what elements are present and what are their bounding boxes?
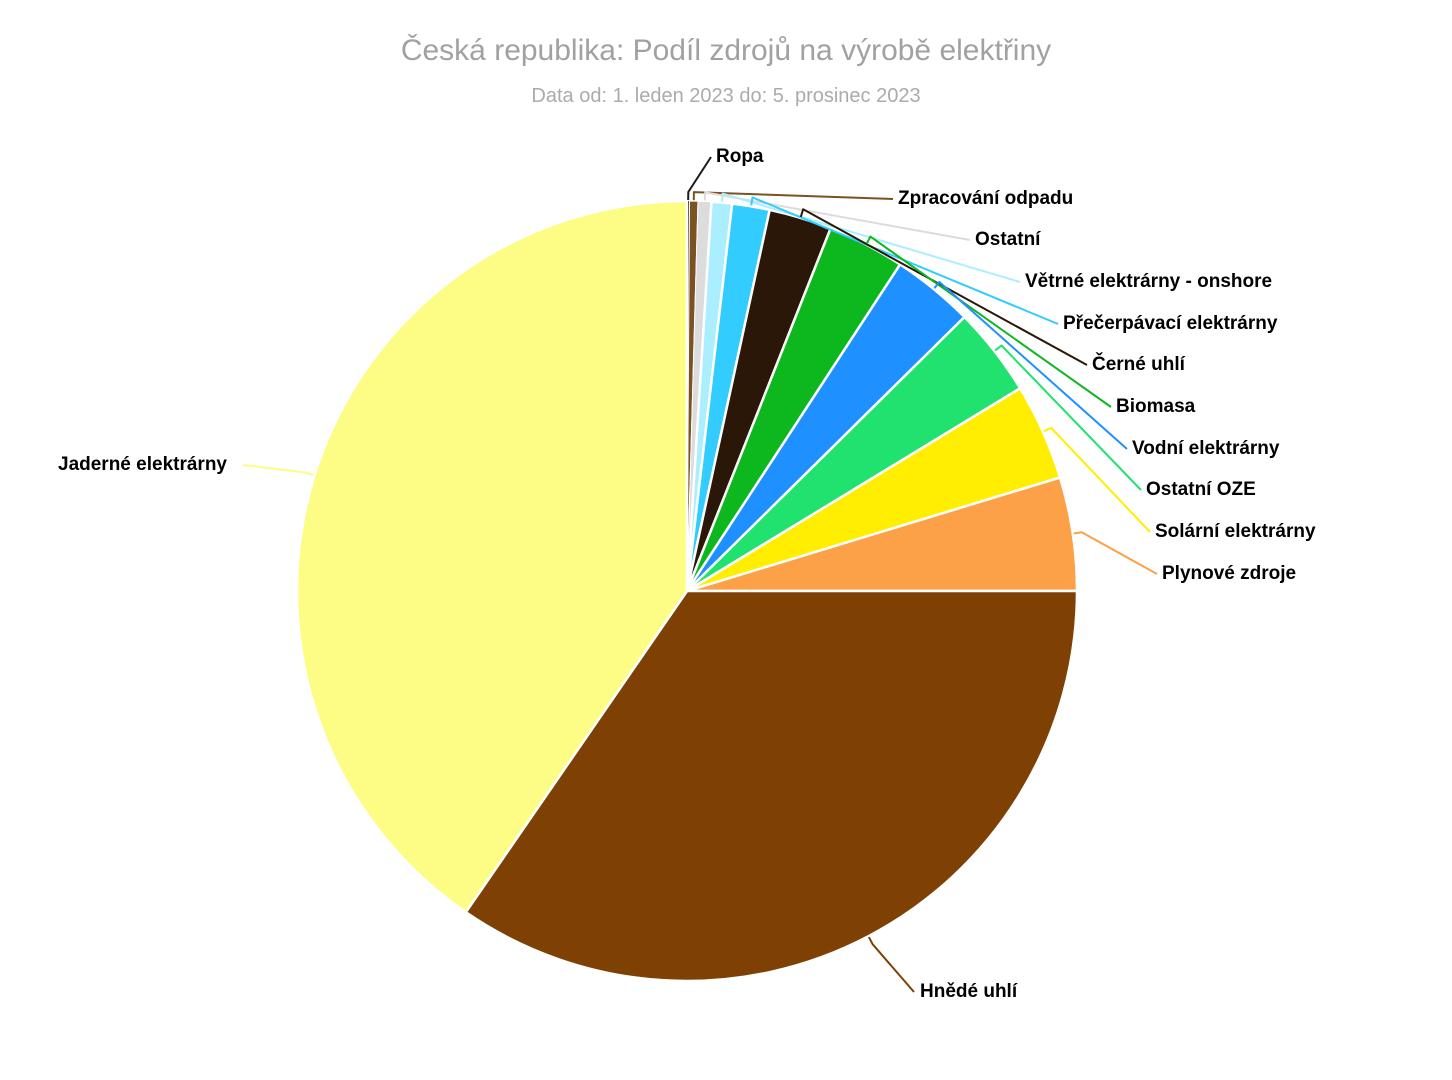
label-connector-vodni [933,281,1128,450]
slice-label-ostatni: Ostatní [975,229,1041,250]
label-connector-vetrne [721,192,1021,283]
chart-title: Česká republika: Podíl zdrojů na výrobě … [400,34,1052,67]
slice-label-biomasa: Biomasa [1116,396,1196,417]
label-connector-hnede-uhli [868,936,915,993]
slice-label-zpracovani-odpadu: Zpracování odpadu [898,188,1074,209]
label-connector-plynove [1073,531,1158,575]
slice-label-vodni: Vodní elektrárny [1132,438,1280,459]
slice-label-solarni: Solární elektrárny [1155,521,1316,542]
chart-subtitle: Data od: 1. leden 2023 do: 5. prosinec 2… [531,85,921,107]
pie-slice-jaderne[interactable] [295,199,689,914]
label-connector-jaderne [242,464,314,476]
slice-label-ostatni-oze: Ostatní OZE [1146,479,1256,500]
label-connector-ostatni-oze [994,344,1142,491]
label-connector-ropa [687,156,712,201]
label-connector-odpad [692,191,894,201]
slice-label-hnede-uhli: Hnědé uhlí [920,981,1018,1002]
label-connector-ostatni [703,191,971,241]
slice-label-cerne-uhli: Černé uhlí [1092,354,1185,375]
label-connector-cerne-uhli [799,208,1088,366]
slice-label-vetrne-onshore: Větrné elektrárny - onshore [1025,271,1273,292]
slice-label-ropa: Ropa [716,146,764,167]
slice-label-precerpavaci: Přečerpávací elektrárny [1063,313,1278,334]
label-connector-solarni [1043,426,1151,533]
slice-label-plynove: Plynové zdroje [1162,563,1297,584]
pie-slice-hnede-uhli[interactable] [464,589,1079,983]
label-connector-biomasa [865,235,1112,408]
label-connector-precerpavaci [750,196,1059,325]
slice-label-jaderne: Jaderné elektrárny [58,454,227,475]
